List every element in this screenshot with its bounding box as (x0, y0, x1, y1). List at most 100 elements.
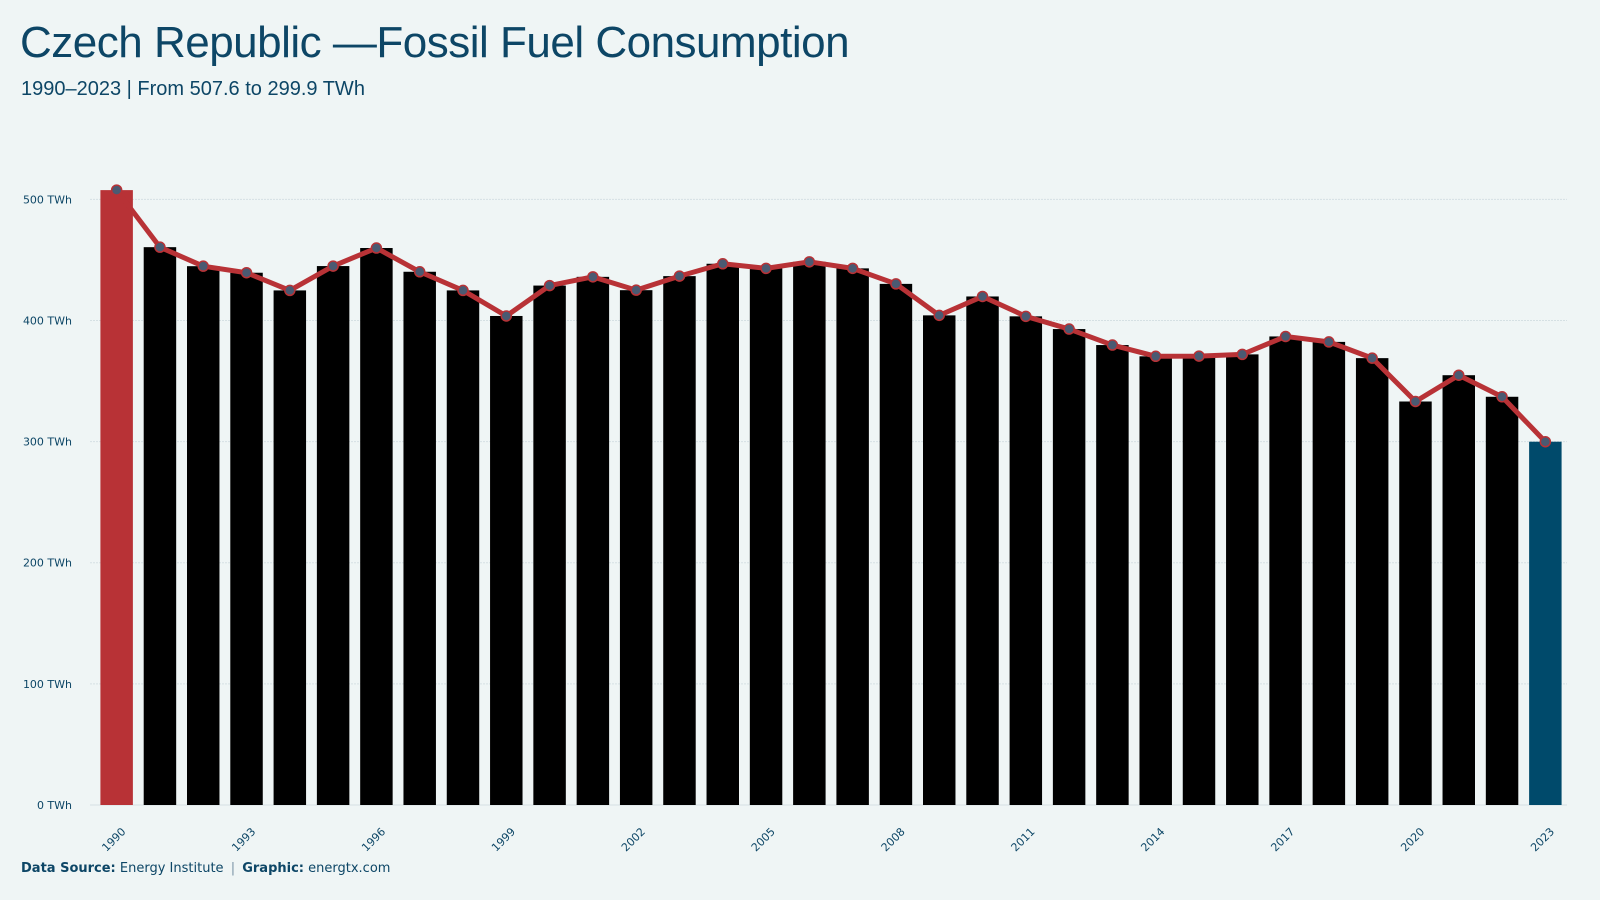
data-point (413, 266, 426, 278)
x-tick-label: 1993 (229, 825, 258, 854)
data-point (197, 260, 209, 272)
marker-layer (110, 184, 1552, 448)
bar (316, 266, 350, 805)
data-point (1453, 369, 1465, 381)
bar (576, 276, 610, 805)
data-point (1279, 330, 1292, 343)
bar (1182, 356, 1216, 805)
bar (1139, 356, 1172, 805)
data-point (1409, 395, 1422, 408)
data-point (457, 284, 469, 297)
data-point (846, 262, 859, 275)
bar (836, 268, 869, 806)
data-point (717, 258, 729, 270)
bar (1442, 375, 1475, 805)
bar (706, 263, 739, 805)
data-point (1539, 435, 1552, 448)
x-axis-ticks: 1990 1993 1996 1999 2002 2005 2008 2011 2014 2017… (99, 825, 1557, 854)
bar (533, 285, 566, 805)
bar (793, 261, 826, 805)
bar (1226, 354, 1259, 805)
graphic-label: Graphic: (242, 861, 304, 876)
data-point (1193, 350, 1205, 362)
data-point (1020, 310, 1032, 323)
source-value: Energy Institute (119, 861, 224, 876)
data-point (240, 266, 253, 279)
data-point (327, 260, 339, 272)
data-point (1323, 336, 1335, 348)
chart-subtitle: 1990–2023 | From 507.6 to 299.9 TWh (21, 78, 365, 100)
data-point (933, 309, 945, 322)
data-point (673, 270, 686, 282)
y-tick-label: 400 TWh (23, 314, 72, 327)
x-tick-label: 2005 (749, 825, 778, 854)
data-point (587, 271, 599, 283)
x-tick-label: 1996 (359, 825, 388, 854)
bar (1269, 336, 1302, 805)
data-point (976, 290, 989, 303)
data-point (110, 184, 123, 196)
grid-layer (90, 198, 1567, 806)
graphic-value: energtx.com (308, 861, 391, 876)
x-tick-label: 2002 (619, 825, 648, 854)
bar (1052, 329, 1086, 805)
y-tick-label: 100 TWh (23, 678, 72, 691)
bar (1096, 345, 1129, 805)
bar-layer (100, 190, 1562, 806)
x-tick-label: 2008 (879, 825, 908, 854)
x-tick-label: 2011 (1009, 825, 1038, 854)
bar (446, 290, 480, 806)
bar (1009, 316, 1043, 805)
bar (230, 272, 263, 805)
bar (100, 190, 133, 806)
data-point (154, 241, 166, 253)
bar (663, 276, 696, 805)
x-tick-label: 2023 (1528, 825, 1557, 854)
y-tick-label: 200 TWh (23, 557, 72, 570)
bar (1485, 396, 1519, 805)
x-tick-label: 2014 (1138, 825, 1167, 854)
chart-title: Czech Republic —Fossil Fuel Consumption (20, 18, 850, 67)
x-tick-label: 2020 (1398, 825, 1427, 854)
y-tick-label: 300 TWh (23, 436, 72, 449)
data-point (1063, 323, 1075, 335)
data-point (803, 256, 816, 268)
y-tick-label: 500 TWh (23, 193, 72, 206)
bar (1355, 358, 1389, 805)
chart-footer: Data Source: Energy Institute | Graphic:… (21, 861, 390, 876)
data-point (1149, 350, 1162, 363)
x-tick-label: 1999 (489, 825, 518, 854)
data-point (1236, 348, 1249, 361)
data-point (890, 278, 902, 290)
bar (490, 315, 523, 805)
y-axis-ticks: 0 TWh 100 TWh 200 TWh 300 TWh 400 TWh 500 TWh (23, 193, 72, 812)
bar (966, 296, 999, 805)
footer-separator: | (230, 861, 236, 876)
bar (187, 266, 220, 805)
x-tick-label: 2017 (1268, 825, 1297, 854)
bar (273, 290, 307, 806)
bar (143, 247, 177, 806)
data-point (500, 310, 513, 322)
x-tick-label: 1990 (99, 825, 128, 854)
bar (749, 268, 783, 806)
y-tick-label: 0 TWh (37, 799, 72, 812)
data-point (1106, 339, 1119, 351)
data-point (284, 284, 296, 297)
bar (403, 271, 436, 805)
bar (360, 248, 393, 806)
data-point (630, 284, 642, 296)
data-point (1496, 391, 1508, 403)
bar (1312, 341, 1346, 805)
bar (879, 283, 913, 805)
series-line (114, 187, 1548, 445)
line-layer (114, 187, 1548, 445)
data-point (760, 262, 772, 275)
data-point (543, 279, 556, 292)
bar (1529, 441, 1562, 805)
data-point (1366, 352, 1378, 364)
source-label: Data Source: (21, 861, 116, 876)
bar (1399, 401, 1432, 805)
